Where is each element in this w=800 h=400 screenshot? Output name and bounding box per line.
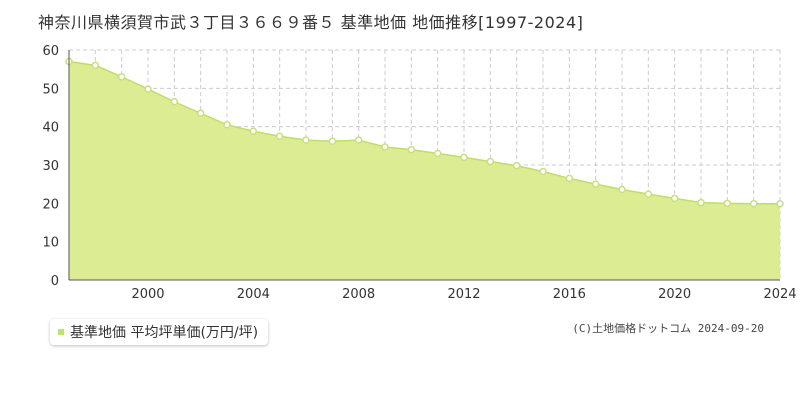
data-point bbox=[381, 143, 389, 151]
x-tick-label: 2016 bbox=[553, 287, 586, 302]
data-point bbox=[776, 199, 784, 208]
data-point bbox=[407, 145, 416, 154]
y-tick-label: 0 bbox=[51, 274, 59, 289]
x-tick-label: 2024 bbox=[763, 287, 796, 302]
y-tick-label: 20 bbox=[42, 197, 59, 212]
data-point bbox=[354, 136, 363, 144]
data-point bbox=[512, 162, 521, 170]
data-point bbox=[618, 185, 626, 194]
legend: 基準地価 平均坪単価(万円/坪) bbox=[50, 319, 269, 345]
legend-label: 基準地価 平均坪単価(万円/坪) bbox=[70, 325, 259, 341]
data-point bbox=[460, 153, 468, 162]
data-point bbox=[749, 199, 758, 208]
data-point bbox=[302, 136, 310, 144]
y-tick-label: 50 bbox=[42, 82, 59, 97]
data-point bbox=[670, 194, 679, 203]
data-point bbox=[644, 190, 653, 198]
series-area bbox=[69, 61, 780, 280]
data-point bbox=[223, 121, 231, 129]
data-point bbox=[144, 85, 152, 93]
data-point bbox=[486, 157, 495, 166]
data-point bbox=[196, 109, 205, 117]
x-tick-label: 2012 bbox=[447, 287, 480, 302]
chart-title: 神奈川県横須賀市武３丁目３６６９番５ 基準地価 地価推移[1997-2024] bbox=[38, 13, 584, 32]
y-tick-label: 40 bbox=[42, 121, 59, 136]
x-tick-label: 2020 bbox=[658, 287, 691, 302]
data-point bbox=[539, 167, 547, 176]
data-point bbox=[565, 174, 574, 183]
data-point bbox=[591, 180, 600, 188]
data-point bbox=[697, 198, 705, 207]
data-point bbox=[275, 132, 284, 140]
data-point bbox=[170, 98, 179, 106]
series-line bbox=[68, 60, 780, 205]
data-point bbox=[91, 61, 100, 70]
y-tick-label: 30 bbox=[42, 159, 59, 174]
data-point bbox=[249, 127, 258, 136]
data-point bbox=[433, 149, 442, 158]
y-tick-label: 60 bbox=[42, 44, 59, 59]
x-tick-label: 2004 bbox=[237, 287, 270, 302]
legend-swatch bbox=[58, 329, 64, 335]
data-point bbox=[723, 199, 732, 208]
data-point bbox=[328, 137, 337, 145]
x-tick-label: 2008 bbox=[342, 287, 375, 302]
copyright-text: (C)土地価格ドットコム 2024-09-20 bbox=[572, 322, 764, 335]
y-tick-label: 10 bbox=[42, 236, 59, 251]
x-tick-label: 2000 bbox=[131, 287, 164, 302]
data-point bbox=[117, 73, 126, 81]
